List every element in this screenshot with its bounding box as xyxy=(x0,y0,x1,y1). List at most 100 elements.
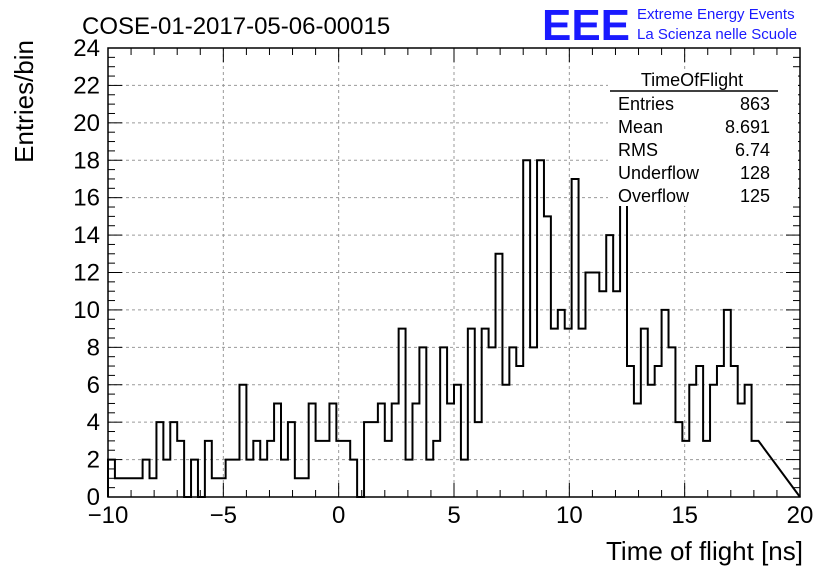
histogram-bin xyxy=(482,329,489,497)
histogram-bin xyxy=(205,441,212,497)
histogram-bin xyxy=(599,291,606,497)
histogram-bin xyxy=(731,366,738,497)
eee-logo-line2: La Scienza nelle Scuole xyxy=(637,26,797,43)
histogram-bin xyxy=(246,460,253,497)
histogram-bin xyxy=(579,329,586,497)
histogram-bin xyxy=(724,310,731,497)
eee-logo-mark: EEE xyxy=(542,1,630,50)
histogram-bin xyxy=(350,460,357,497)
eee-logo-line1: Extreme Energy Events xyxy=(637,6,795,23)
histogram-bin xyxy=(115,478,122,497)
y-tick-label: 8 xyxy=(87,334,100,361)
x-tick-label: 0 xyxy=(332,502,345,529)
histogram-bin xyxy=(551,329,558,497)
histogram-bin xyxy=(606,235,613,497)
histogram-bin xyxy=(212,478,219,497)
eee-logo: EEE Extreme Energy Events La Scienza nel… xyxy=(542,1,797,50)
histogram-bin xyxy=(752,441,759,497)
y-tick-label: 14 xyxy=(73,222,100,249)
histogram-bin xyxy=(426,460,433,497)
x-tick-labels: −10 −5 0 5 10 15 20 xyxy=(88,502,814,529)
y-tick-label: 10 xyxy=(73,297,100,324)
y-tick-label: 16 xyxy=(73,185,100,212)
y-tick-label: 24 xyxy=(73,35,100,62)
histogram-bin xyxy=(274,403,281,497)
histogram-bin xyxy=(177,441,184,497)
plot-frame xyxy=(107,47,801,498)
x-tick-label: 5 xyxy=(447,502,460,529)
y-tick-label: 4 xyxy=(87,409,100,436)
histogram-bin xyxy=(385,441,392,497)
histogram-bin xyxy=(641,329,648,497)
histogram-bin xyxy=(662,310,669,497)
histogram-bin xyxy=(226,460,233,497)
histogram-bin xyxy=(122,478,129,497)
stats-title: TimeOfFlight xyxy=(641,70,743,90)
histogram-bin xyxy=(537,160,544,497)
histogram-bin xyxy=(150,478,157,497)
histogram-bin xyxy=(163,460,170,497)
x-tick-label: 10 xyxy=(556,502,583,529)
x-axis-title: Time of flight [ns] xyxy=(606,536,803,566)
histogram-bin xyxy=(502,385,509,497)
stats-row-value: 125 xyxy=(740,186,770,206)
histogram-bin xyxy=(329,403,336,497)
histogram-bin xyxy=(689,385,696,497)
stats-box-background xyxy=(608,70,798,206)
stats-row-label: RMS xyxy=(618,140,658,160)
histogram-bin xyxy=(745,385,752,497)
histogram-bin xyxy=(447,403,454,497)
histogram-bin xyxy=(523,160,530,497)
histogram-bin xyxy=(572,179,579,497)
histogram-bin xyxy=(655,366,662,497)
histogram-bin xyxy=(392,403,399,497)
run-title: COSE-01-2017-05-06-00015 xyxy=(82,13,390,40)
histogram-bin xyxy=(634,403,641,497)
histogram-bin xyxy=(253,441,260,497)
histogram-bin xyxy=(648,385,655,497)
histogram-bin xyxy=(682,441,689,497)
histogram-bin xyxy=(399,329,406,497)
y-tick-label: 6 xyxy=(87,372,100,399)
histogram-bin xyxy=(468,329,475,497)
histogram-bin xyxy=(316,441,323,497)
y-tick-label: 20 xyxy=(73,110,100,137)
histogram-bin xyxy=(233,460,240,497)
histogram-bin xyxy=(516,366,523,497)
histogram-bin xyxy=(696,366,703,497)
histogram-bin xyxy=(343,441,350,497)
histogram-bin xyxy=(281,460,288,497)
histogram-bin xyxy=(710,385,717,497)
histogram-bin xyxy=(129,478,136,497)
histogram-bin xyxy=(309,403,316,497)
histogram-bin xyxy=(544,216,551,497)
histogram-bin xyxy=(406,460,413,497)
y-axis-title: Entries/bin xyxy=(9,40,39,163)
histogram-bin xyxy=(378,403,385,497)
histogram-bin xyxy=(565,329,572,497)
stats-row-value: 863 xyxy=(740,94,770,114)
histogram-bin xyxy=(191,460,198,497)
histogram-bin xyxy=(454,385,461,497)
x-tick-label: −5 xyxy=(210,502,237,529)
histogram-bin xyxy=(136,478,143,497)
histogram-bin xyxy=(433,441,440,497)
histogram-bin xyxy=(336,441,343,497)
histogram-bin xyxy=(295,478,302,497)
histogram-bin xyxy=(239,385,246,497)
histogram-bin xyxy=(461,460,468,497)
y-tick-label: 12 xyxy=(73,260,100,287)
y-tick-label: 18 xyxy=(73,147,100,174)
y-tick-label: 2 xyxy=(87,447,100,474)
stats-row-value: 128 xyxy=(740,163,770,183)
histogram-bin xyxy=(267,441,274,497)
stats-row-value: 6.74 xyxy=(735,140,770,160)
stats-rows: Entries 863 Mean 8.691 RMS 6.74 Underflow 128 Ov… xyxy=(618,94,770,206)
y-tick-label: 22 xyxy=(73,72,100,99)
histogram-bin xyxy=(627,366,634,497)
histogram-bin xyxy=(703,441,710,497)
stats-row-value: 8.691 xyxy=(725,117,770,137)
x-tick-label: 20 xyxy=(787,502,814,529)
